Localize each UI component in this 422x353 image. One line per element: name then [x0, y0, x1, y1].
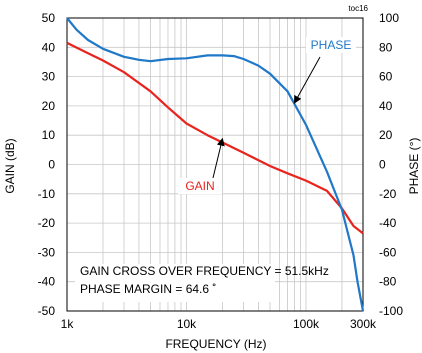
series-line-gain [66, 41, 364, 235]
y-right-tick-label: 80 [379, 40, 393, 54]
y-axis-right-title: PHASE (°) [407, 138, 421, 195]
y-left-tick-label: 20 [42, 99, 56, 113]
series-label-phase: PHASE [311, 38, 352, 52]
crossover-annotation: GAIN CROSS OVER FREQUENCY = 51.5kHz [80, 264, 329, 278]
y-left-tick-label: -50 [38, 304, 56, 318]
arrow-gain [212, 137, 225, 179]
plot-frame [66, 17, 364, 312]
x-axis-title: FREQUENCY (Hz) [165, 337, 266, 351]
y-right-tick-label: -40 [379, 216, 397, 230]
tick-labels: 50403020100-10-20-30-40-50100806040200-2… [38, 11, 404, 331]
x-tick-label: 1k [61, 317, 75, 331]
y-left-tick-label: -10 [38, 187, 56, 201]
y-right-tick-label: 60 [379, 70, 393, 84]
label-background [178, 178, 222, 194]
y-right-tick-label: -80 [379, 275, 397, 289]
y-right-tick-label: -20 [379, 187, 397, 201]
y-right-tick-label: 100 [379, 11, 399, 25]
arrow-phase [293, 56, 321, 104]
series-line-phase [66, 17, 365, 312]
y-left-tick-label: -40 [38, 275, 56, 289]
y-right-tick-label: 40 [379, 99, 393, 113]
y-left-tick-label: 40 [42, 40, 56, 54]
x-tick-label: 10k [177, 317, 197, 331]
label-background [306, 37, 356, 53]
series-label-gain: GAIN [185, 179, 214, 193]
figure-tag: toc16 [348, 4, 368, 13]
y-left-tick-label: -20 [38, 216, 56, 230]
phase-margin-annotation: PHASE MARGIN = 64.6 ˚ [80, 282, 216, 296]
label-layer: GAIN PHASE [75, 37, 356, 302]
y-left-tick-label: 30 [42, 70, 56, 84]
y-right-tick-label: 20 [379, 128, 393, 142]
y-right-tick-label: -100 [379, 304, 403, 318]
y-left-tick-label: 50 [42, 11, 56, 25]
y-left-tick-label: 10 [42, 128, 56, 142]
y-right-tick-label: -60 [379, 245, 397, 259]
x-tick-label: 100k [293, 317, 320, 331]
label-background [75, 264, 275, 302]
y-right-tick-label: 0 [379, 158, 386, 172]
y-axis-left-title: GAIN (dB) [3, 138, 17, 193]
y-left-tick-label: 0 [48, 158, 55, 172]
y-left-tick-label: -30 [38, 245, 56, 259]
x-tick-label: 300k [350, 317, 377, 331]
